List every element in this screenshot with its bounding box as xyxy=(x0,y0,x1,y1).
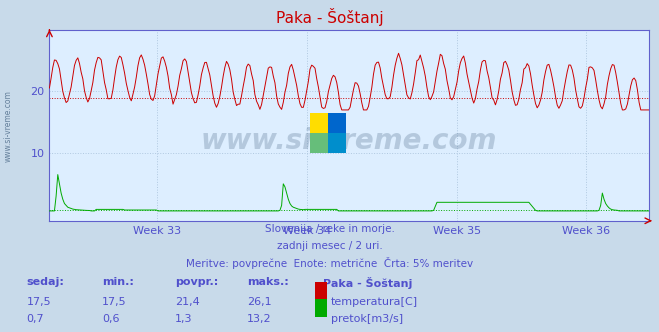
Text: Meritve: povprečne  Enote: metrične  Črta: 5% meritev: Meritve: povprečne Enote: metrične Črta:… xyxy=(186,257,473,269)
Text: 0,6: 0,6 xyxy=(102,314,120,324)
Text: 17,5: 17,5 xyxy=(26,297,51,307)
Text: 21,4: 21,4 xyxy=(175,297,200,307)
Text: temperatura[C]: temperatura[C] xyxy=(331,297,418,307)
Text: 17,5: 17,5 xyxy=(102,297,127,307)
Text: Paka - Šoštanj: Paka - Šoštanj xyxy=(275,8,384,26)
Text: 0,7: 0,7 xyxy=(26,314,44,324)
Text: Slovenija / reke in morje.: Slovenija / reke in morje. xyxy=(264,224,395,234)
Bar xyxy=(328,113,346,153)
Text: pretok[m3/s]: pretok[m3/s] xyxy=(331,314,403,324)
Text: sedaj:: sedaj: xyxy=(26,277,64,287)
Text: www.si-vreme.com: www.si-vreme.com xyxy=(3,90,13,162)
Text: www.si-vreme.com: www.si-vreme.com xyxy=(201,126,498,155)
Bar xyxy=(310,133,346,153)
Text: 1,3: 1,3 xyxy=(175,314,192,324)
Text: maks.:: maks.: xyxy=(247,277,289,287)
Text: 26,1: 26,1 xyxy=(247,297,272,307)
Text: Paka - Šoštanj: Paka - Šoštanj xyxy=(323,277,413,289)
Text: zadnji mesec / 2 uri.: zadnji mesec / 2 uri. xyxy=(277,241,382,251)
Text: min.:: min.: xyxy=(102,277,134,287)
Bar xyxy=(310,113,328,153)
Text: 13,2: 13,2 xyxy=(247,314,272,324)
Text: povpr.:: povpr.: xyxy=(175,277,218,287)
